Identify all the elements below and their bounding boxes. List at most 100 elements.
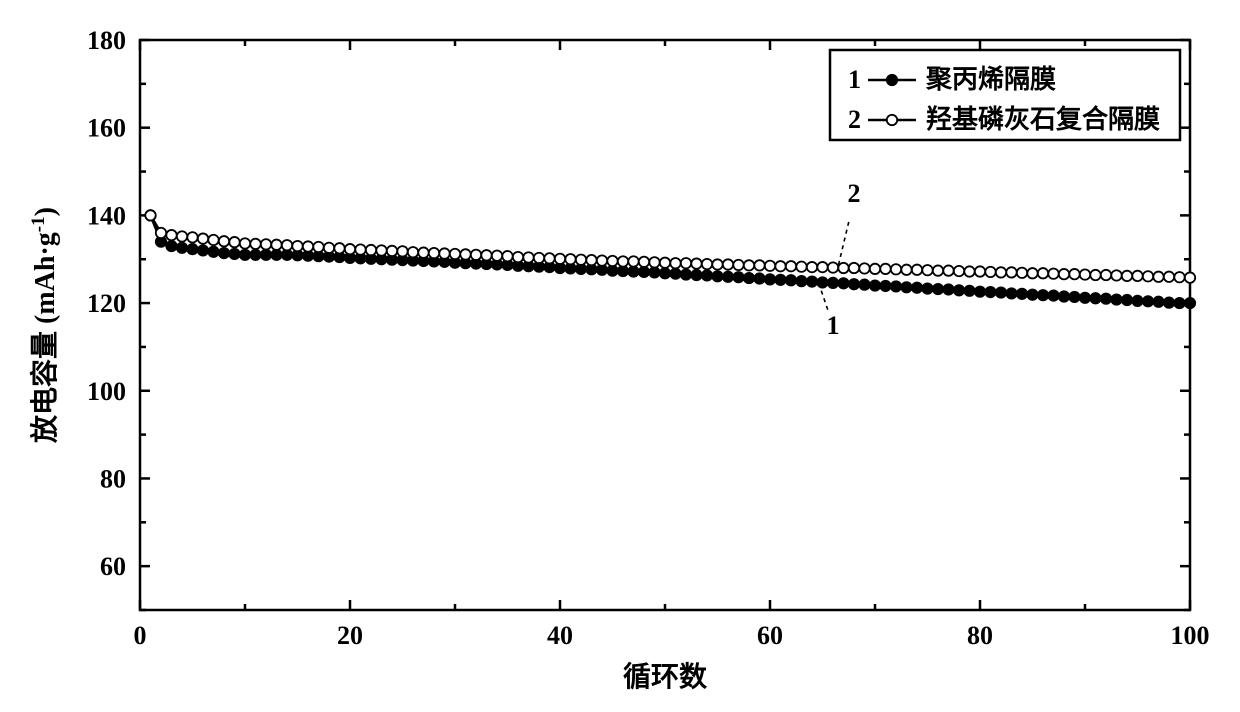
series-marker <box>229 249 239 259</box>
series-marker <box>985 287 995 297</box>
series-marker <box>1185 272 1195 282</box>
series-marker <box>786 261 796 271</box>
chart-svg: 0204060801006080100120140160180循环数放电容量 (… <box>0 0 1240 712</box>
series-marker <box>1048 290 1058 300</box>
series-marker <box>670 258 680 268</box>
series-marker <box>1164 297 1174 307</box>
series-marker <box>597 255 607 265</box>
series-marker <box>1080 293 1090 303</box>
series-marker <box>1164 272 1174 282</box>
series-marker <box>166 230 176 240</box>
series-marker <box>849 279 859 289</box>
series-marker <box>555 254 565 264</box>
series-marker <box>240 250 250 260</box>
series-marker <box>187 232 197 242</box>
series-marker <box>933 284 943 294</box>
series-marker <box>334 243 344 253</box>
series-marker <box>250 250 260 260</box>
series-marker <box>639 257 649 267</box>
series-marker <box>954 285 964 295</box>
series-marker <box>922 283 932 293</box>
series-marker <box>702 270 712 280</box>
y-tick-label: 100 <box>87 377 126 406</box>
series-marker <box>1006 267 1016 277</box>
series-marker <box>1069 269 1079 279</box>
series-marker <box>943 284 953 294</box>
y-tick-label: 120 <box>87 289 126 318</box>
series-marker <box>1038 268 1048 278</box>
series-marker <box>1153 297 1163 307</box>
series-marker <box>292 241 302 251</box>
series-marker <box>1101 270 1111 280</box>
series-marker <box>324 243 334 253</box>
series-marker <box>282 240 292 250</box>
series-marker <box>996 267 1006 277</box>
series-marker <box>1080 269 1090 279</box>
series-marker <box>954 266 964 276</box>
series-marker <box>649 267 659 277</box>
series-marker <box>733 260 743 270</box>
series-marker <box>366 245 376 255</box>
series-marker <box>712 259 722 269</box>
series-marker <box>859 263 869 273</box>
series-marker <box>828 278 838 288</box>
series-marker <box>1038 290 1048 300</box>
series-marker <box>387 246 397 256</box>
series-marker <box>891 264 901 274</box>
legend-label: 羟基磷灰石复合隔膜 <box>926 104 1160 134</box>
y-tick-label: 60 <box>100 552 126 581</box>
series-marker <box>534 253 544 263</box>
series-marker <box>502 251 512 261</box>
series-marker <box>744 260 754 270</box>
series-marker <box>250 239 260 249</box>
series-marker <box>985 267 995 277</box>
series-marker <box>1132 296 1142 306</box>
series-marker <box>313 242 323 252</box>
series-marker <box>975 286 985 296</box>
series-marker <box>1090 270 1100 280</box>
series-marker <box>198 245 208 255</box>
series-marker <box>1185 298 1195 308</box>
series-marker <box>177 231 187 241</box>
series-marker <box>261 250 271 260</box>
series-marker <box>817 262 827 272</box>
series-marker <box>975 266 985 276</box>
chart-container: 0204060801006080100120140160180循环数放电容量 (… <box>0 0 1240 712</box>
y-tick-label: 180 <box>87 26 126 55</box>
series-marker <box>1006 288 1016 298</box>
series-marker <box>397 246 407 256</box>
series-marker <box>1122 295 1132 305</box>
series-marker <box>660 258 670 268</box>
series-marker <box>1048 269 1058 279</box>
series-marker <box>576 254 586 264</box>
series-marker <box>208 247 218 257</box>
series-marker <box>754 273 764 283</box>
series-marker <box>964 266 974 276</box>
series-marker <box>807 276 817 286</box>
series-marker <box>187 244 197 254</box>
series-marker <box>1143 271 1153 281</box>
series-marker <box>1090 293 1100 303</box>
x-tick-label: 40 <box>547 621 573 650</box>
series-marker <box>198 233 208 243</box>
series-marker <box>1069 292 1079 302</box>
series-marker <box>408 247 418 257</box>
series-marker <box>1122 271 1132 281</box>
series-marker <box>450 249 460 259</box>
series-marker <box>880 264 890 274</box>
series-marker <box>681 258 691 268</box>
series-marker <box>702 259 712 269</box>
x-tick-label: 20 <box>337 621 363 650</box>
series-marker <box>754 260 764 270</box>
series-marker <box>565 254 575 264</box>
series-marker <box>229 237 239 247</box>
series-marker <box>660 268 670 278</box>
series-marker <box>838 263 848 273</box>
series-marker <box>964 286 974 296</box>
series-marker <box>1111 270 1121 280</box>
series-marker <box>723 259 733 269</box>
series-marker <box>418 247 428 257</box>
series-marker <box>880 281 890 291</box>
series-marker <box>1017 289 1027 299</box>
series-marker <box>786 275 796 285</box>
